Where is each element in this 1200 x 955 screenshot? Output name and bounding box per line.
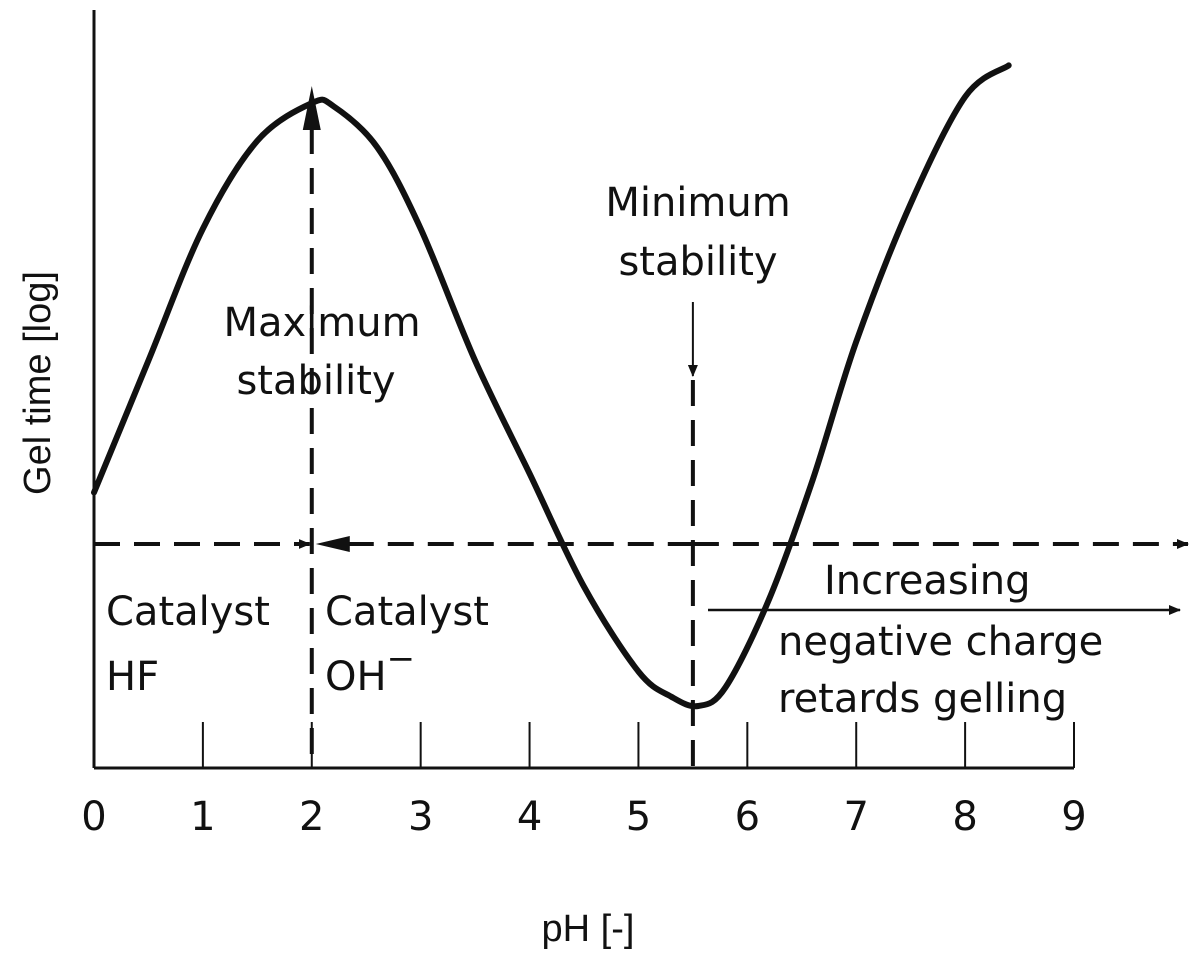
min-stability-label-line1: Minimum — [605, 180, 790, 226]
catalyst-hf-label-line2: HF — [106, 654, 159, 700]
x-axis-title: pH [-] — [542, 908, 635, 950]
x-ticks — [93, 722, 1075, 768]
x-tick-label-7: 7 — [843, 794, 868, 840]
x-tick-label-2: 2 — [299, 794, 324, 840]
max-stability-arrowhead — [302, 86, 321, 130]
catalyst-oh-label-line2: OH− — [325, 639, 415, 700]
x-tick-labels: 0 1 2 3 4 5 6 7 8 9 — [81, 794, 1086, 840]
axes — [92, 10, 1074, 770]
x-tick-label-5: 5 — [626, 794, 651, 840]
oh-text: OH — [325, 654, 387, 700]
x-tick-label-1: 1 — [190, 794, 215, 840]
gel-time-curve — [91, 62, 1012, 710]
catalyst-oh-label-line1: Catalyst — [325, 589, 489, 635]
x-tick-label-4: 4 — [517, 794, 542, 840]
x-tick-label-3: 3 — [408, 794, 433, 840]
annotations: Maximum stability Minimum stability Cata… — [106, 180, 1103, 722]
x-tick-label-9: 9 — [1061, 794, 1086, 840]
increasing-label-line3: retards gelling — [778, 676, 1067, 722]
y-axis-title: Gel time [log] — [17, 271, 59, 495]
oh-superscript: − — [387, 639, 416, 679]
catalyst-hf-label-line1: Catalyst — [106, 589, 270, 635]
x-tick-label-6: 6 — [735, 794, 760, 840]
max-stability-label-line1: Maximum — [223, 300, 420, 346]
max-stability-label-line2: stability — [236, 358, 395, 404]
increasing-label-line1: Increasing — [824, 558, 1031, 604]
increasing-label-line2: negative charge — [778, 619, 1103, 665]
x-tick-label-8: 8 — [952, 794, 977, 840]
x-tick-label-0: 0 — [81, 794, 106, 840]
min-stability-label-line2: stability — [618, 239, 777, 285]
left-arrowhead — [315, 536, 350, 552]
